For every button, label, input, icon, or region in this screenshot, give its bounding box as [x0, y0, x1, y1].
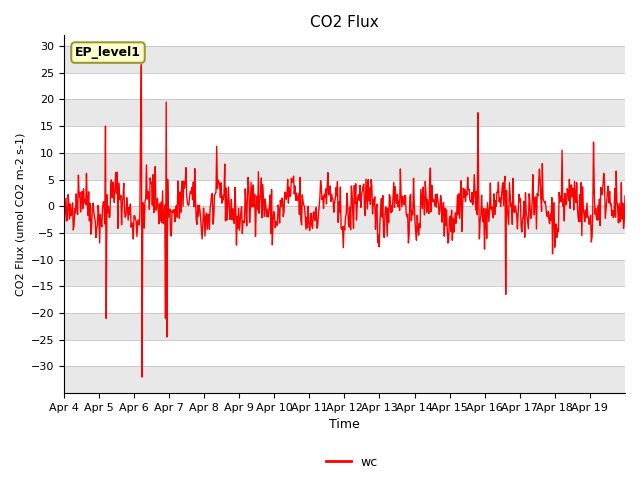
Legend: wc: wc — [321, 451, 383, 474]
Bar — [64, 366, 625, 393]
Bar — [64, 233, 625, 260]
Bar — [64, 206, 625, 233]
Bar — [64, 126, 625, 153]
Text: EP_level1: EP_level1 — [75, 46, 141, 59]
Bar — [64, 72, 625, 99]
Bar — [64, 99, 625, 126]
Bar — [64, 313, 625, 340]
Bar — [64, 46, 625, 72]
X-axis label: Time: Time — [329, 419, 360, 432]
Bar — [64, 260, 625, 286]
Bar — [64, 180, 625, 206]
Y-axis label: CO2 Flux (umol CO2 m-2 s-1): CO2 Flux (umol CO2 m-2 s-1) — [15, 132, 25, 296]
Title: CO2 Flux: CO2 Flux — [310, 15, 379, 30]
Bar — [64, 153, 625, 180]
Bar — [64, 340, 625, 366]
Bar — [64, 286, 625, 313]
